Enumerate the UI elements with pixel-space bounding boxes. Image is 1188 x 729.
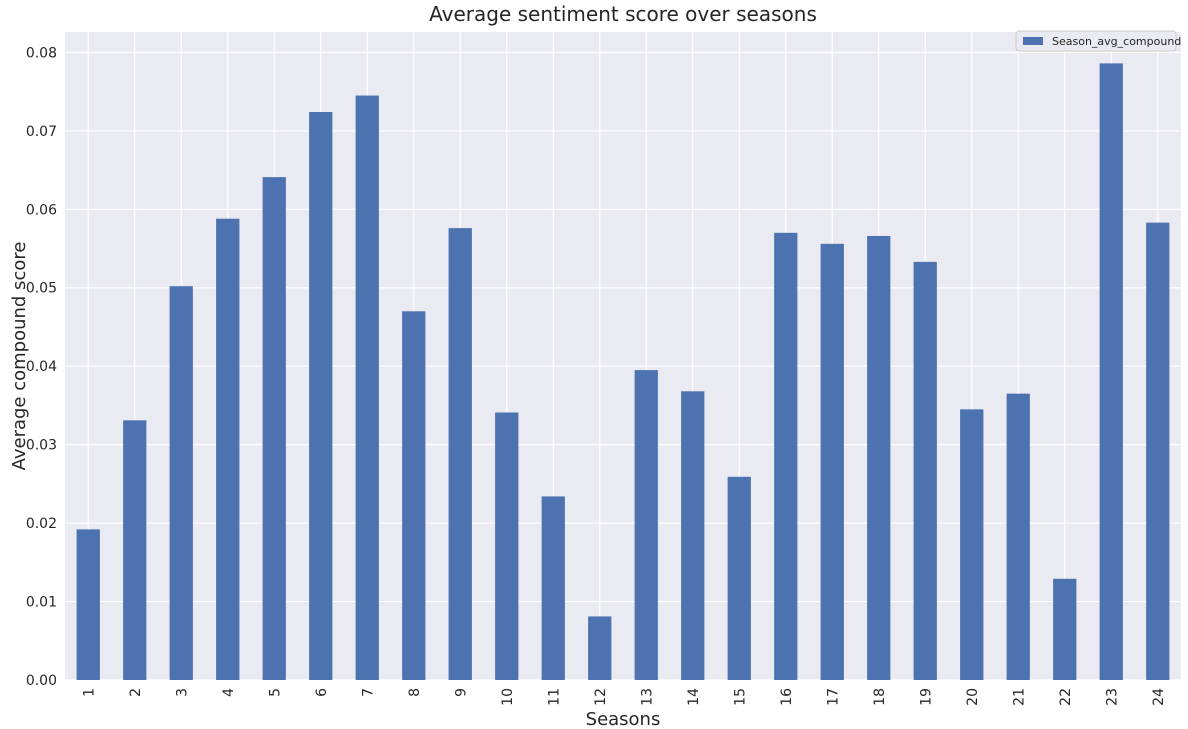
x-tick-label: 21 xyxy=(1011,688,1027,706)
x-tick-label: 12 xyxy=(593,688,609,706)
x-tick-label: 8 xyxy=(407,688,423,697)
x-tick-label: 19 xyxy=(918,688,934,706)
bar-season-7 xyxy=(355,95,379,680)
bar-season-13 xyxy=(634,370,658,680)
bar-season-16 xyxy=(774,232,798,680)
bar-season-12 xyxy=(588,616,612,680)
x-tick-label: 3 xyxy=(174,688,190,697)
bar-season-9 xyxy=(448,228,472,680)
y-axis-label: Average compound score xyxy=(9,242,30,471)
chart-title: Average sentiment score over seasons xyxy=(429,2,817,26)
x-tick-label: 13 xyxy=(639,688,655,706)
legend-label: Season_avg_compound xyxy=(1052,35,1181,48)
x-tick-label: 22 xyxy=(1058,688,1074,706)
x-tick-label: 2 xyxy=(128,688,144,697)
bar-season-21 xyxy=(1006,393,1030,680)
x-tick-label: 14 xyxy=(686,688,702,706)
bar-season-4 xyxy=(216,218,240,681)
bar-season-17 xyxy=(820,243,844,680)
x-tick-label: 16 xyxy=(779,688,795,706)
y-tick-label: 0.00 xyxy=(26,673,57,689)
bar-season-15 xyxy=(727,476,751,680)
x-tick-label: 23 xyxy=(1104,688,1120,706)
bar-season-10 xyxy=(495,412,519,680)
bar-season-2 xyxy=(123,420,147,680)
bar-season-14 xyxy=(681,391,705,680)
y-tick-labels: 0.00 0.01 0.02 0.03 0.04 0.05 0.06 0.07 0.08 xyxy=(26,45,57,689)
x-tick-label: 5 xyxy=(267,688,283,697)
plot-background xyxy=(65,32,1181,680)
x-tick-label: 1 xyxy=(81,688,97,697)
y-tick-label: 0.06 xyxy=(26,202,57,218)
bar-season-19 xyxy=(913,261,937,680)
y-tick-label: 0.01 xyxy=(26,595,57,611)
bar-season-6 xyxy=(309,112,333,681)
bar-season-23 xyxy=(1099,63,1123,681)
bar-season-22 xyxy=(1053,578,1077,680)
x-tick-label: 11 xyxy=(546,688,562,706)
x-tick-label: 20 xyxy=(965,688,981,706)
x-axis-label: Seasons xyxy=(586,709,661,729)
bar-season-24 xyxy=(1146,222,1170,680)
bar-season-18 xyxy=(867,235,891,680)
bar-season-8 xyxy=(402,311,426,680)
bar-season-3 xyxy=(169,286,193,680)
legend: Season_avg_compound xyxy=(1015,30,1181,52)
x-tick-label: 18 xyxy=(872,688,888,706)
y-tick-label: 0.08 xyxy=(26,45,57,61)
x-tick-label: 9 xyxy=(453,688,469,697)
x-tick-label: 10 xyxy=(500,688,516,706)
y-tick-label: 0.04 xyxy=(26,359,57,375)
x-tick-label: 7 xyxy=(360,688,376,697)
bar-season-5 xyxy=(262,177,286,680)
bar-season-20 xyxy=(960,409,984,680)
x-tick-label: 4 xyxy=(221,688,237,697)
y-tick-label: 0.07 xyxy=(26,124,57,140)
x-tick-label: 6 xyxy=(314,688,330,697)
x-tick-label: 24 xyxy=(1151,688,1167,706)
bar-season-1 xyxy=(76,529,100,680)
bar-season-11 xyxy=(541,496,565,680)
legend-swatch xyxy=(1023,37,1043,45)
x-tick-labels: 1 2 3 4 5 6 7 8 9 10 11 12 13 14 15 16 17 18 19 20 21 22 23 24 xyxy=(81,688,1167,706)
bars xyxy=(76,63,1170,681)
y-tick-label: 0.03 xyxy=(26,438,57,454)
legend-box xyxy=(1015,30,1177,52)
x-tick-label: 17 xyxy=(825,688,841,706)
y-tick-label: 0.02 xyxy=(26,516,57,532)
y-tick-label: 0.05 xyxy=(26,281,57,297)
x-tick-label: 15 xyxy=(732,688,748,706)
